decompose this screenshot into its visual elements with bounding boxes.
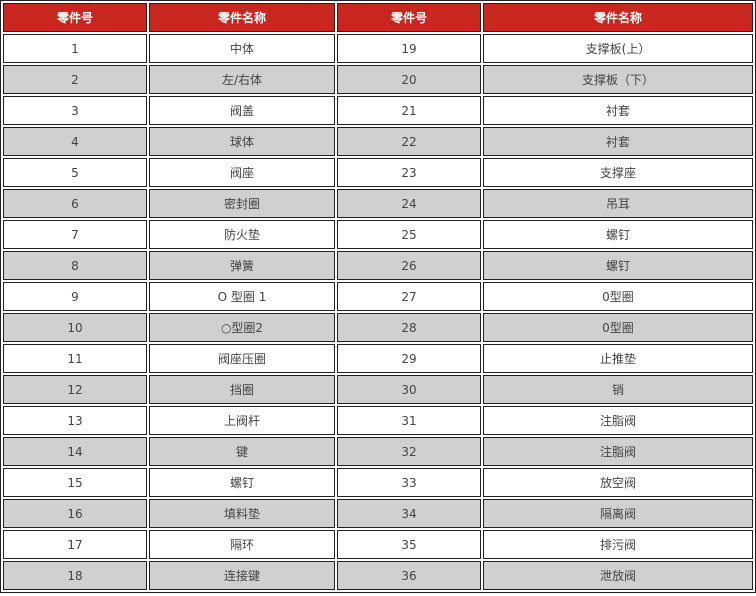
- part-name-cell: 阀盖: [149, 96, 335, 125]
- table-row: 10 ○型圈2 28 0型圈: [3, 313, 753, 342]
- table-row: 5 阀座 23 支撑座: [3, 158, 753, 187]
- part-no-cell: 28: [337, 313, 481, 342]
- part-no-cell: 12: [3, 375, 147, 404]
- part-name-cell: 球体: [149, 127, 335, 156]
- part-name-cell: 0型圈: [483, 313, 753, 342]
- part-name-cell: 挡圈: [149, 375, 335, 404]
- part-name-cell: 阀座压圈: [149, 344, 335, 373]
- part-name-cell: 排污阀: [483, 530, 753, 559]
- part-name-cell: 销: [483, 375, 753, 404]
- part-no-cell: 25: [337, 220, 481, 249]
- part-no-cell: 24: [337, 189, 481, 218]
- table-row: 13 上阀杆 31 注脂阀: [3, 406, 753, 435]
- part-name-cell: 填料垫: [149, 499, 335, 528]
- part-name-cell: 密封圈: [149, 189, 335, 218]
- part-no-cell: 23: [337, 158, 481, 187]
- table-row: 4 球体 22 衬套: [3, 127, 753, 156]
- part-name-cell: 螺钉: [483, 251, 753, 280]
- part-name-cell: O 型圈 1: [149, 282, 335, 311]
- part-name-cell: 泄放阀: [483, 561, 753, 590]
- part-no-cell: 17: [3, 530, 147, 559]
- part-name-cell: ○型圈2: [149, 313, 335, 342]
- part-no-cell: 30: [337, 375, 481, 404]
- part-name-cell: 螺钉: [483, 220, 753, 249]
- part-name-cell: 0型圈: [483, 282, 753, 311]
- header-row: 零件号 零件名称 零件号 零件名称: [3, 3, 753, 32]
- table-row: 6 密封圈 24 吊耳: [3, 189, 753, 218]
- part-name-cell: 左/右体: [149, 65, 335, 94]
- part-no-cell: 4: [3, 127, 147, 156]
- table-row: 17 隔环 35 排污阀: [3, 530, 753, 559]
- table-row: 8 弹簧 26 螺钉: [3, 251, 753, 280]
- part-no-cell: 13: [3, 406, 147, 435]
- part-name-cell: 衬套: [483, 127, 753, 156]
- part-no-cell: 26: [337, 251, 481, 280]
- part-name-cell: 注脂阀: [483, 406, 753, 435]
- part-name-cell: 上阀杆: [149, 406, 335, 435]
- header-part-name: 零件名称: [149, 3, 335, 32]
- table-row: 11 阀座压圈 29 止推垫: [3, 344, 753, 373]
- part-name-cell: 衬套: [483, 96, 753, 125]
- part-name-cell: 中体: [149, 34, 335, 63]
- table-row: 12 挡圈 30 销: [3, 375, 753, 404]
- part-no-cell: 34: [337, 499, 481, 528]
- part-name-cell: 吊耳: [483, 189, 753, 218]
- part-no-cell: 36: [337, 561, 481, 590]
- part-no-cell: 5: [3, 158, 147, 187]
- part-name-cell: 隔离阀: [483, 499, 753, 528]
- part-no-cell: 2: [3, 65, 147, 94]
- part-no-cell: 33: [337, 468, 481, 497]
- part-no-cell: 10: [3, 313, 147, 342]
- part-name-cell: 支撑板(上）: [483, 34, 753, 63]
- part-no-cell: 1: [3, 34, 147, 63]
- part-no-cell: 20: [337, 65, 481, 94]
- part-no-cell: 19: [337, 34, 481, 63]
- part-no-cell: 6: [3, 189, 147, 218]
- part-name-cell: 防火垫: [149, 220, 335, 249]
- header-part-no: 零件号: [337, 3, 481, 32]
- part-no-cell: 16: [3, 499, 147, 528]
- part-no-cell: 21: [337, 96, 481, 125]
- part-no-cell: 27: [337, 282, 481, 311]
- part-no-cell: 14: [3, 437, 147, 466]
- table-row: 15 螺钉 33 放空阀: [3, 468, 753, 497]
- table-row: 2 左/右体 20 支撑板（下）: [3, 65, 753, 94]
- part-name-cell: 弹簧: [149, 251, 335, 280]
- part-name-cell: 连接键: [149, 561, 335, 590]
- part-name-cell: 放空阀: [483, 468, 753, 497]
- table-row: 16 填料垫 34 隔离阀: [3, 499, 753, 528]
- part-name-cell: 螺钉: [149, 468, 335, 497]
- table-row: 18 连接键 36 泄放阀: [3, 561, 753, 590]
- part-no-cell: 32: [337, 437, 481, 466]
- part-no-cell: 18: [3, 561, 147, 590]
- part-name-cell: 支撑板（下）: [483, 65, 753, 94]
- part-name-cell: 隔环: [149, 530, 335, 559]
- header-part-no: 零件号: [3, 3, 147, 32]
- part-no-cell: 31: [337, 406, 481, 435]
- table-row: 1 中体 19 支撑板(上）: [3, 34, 753, 63]
- part-no-cell: 9: [3, 282, 147, 311]
- table-row: 14 键 32 注脂阀: [3, 437, 753, 466]
- part-no-cell: 22: [337, 127, 481, 156]
- part-no-cell: 7: [3, 220, 147, 249]
- part-name-cell: 阀座: [149, 158, 335, 187]
- part-no-cell: 11: [3, 344, 147, 373]
- part-no-cell: 35: [337, 530, 481, 559]
- part-name-cell: 支撑座: [483, 158, 753, 187]
- part-name-cell: 注脂阀: [483, 437, 753, 466]
- header-part-name: 零件名称: [483, 3, 753, 32]
- part-name-cell: 键: [149, 437, 335, 466]
- table-row: 3 阀盖 21 衬套: [3, 96, 753, 125]
- part-no-cell: 15: [3, 468, 147, 497]
- part-name-cell: 止推垫: [483, 344, 753, 373]
- part-no-cell: 29: [337, 344, 481, 373]
- part-no-cell: 8: [3, 251, 147, 280]
- table-row: 7 防火垫 25 螺钉: [3, 220, 753, 249]
- part-no-cell: 3: [3, 96, 147, 125]
